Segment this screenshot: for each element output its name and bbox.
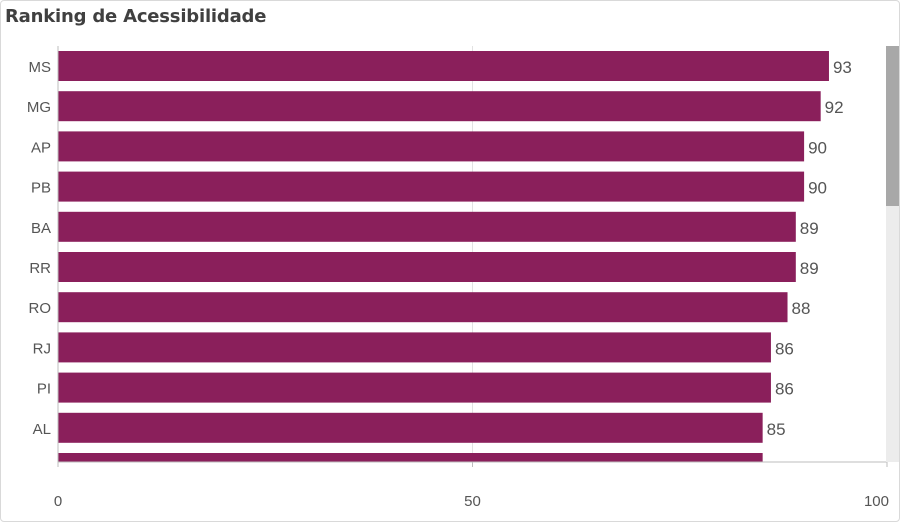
bar-mg: [58, 91, 821, 122]
data-label: 89: [800, 259, 819, 278]
scrollbar-thumb[interactable]: [886, 46, 899, 206]
data-label: 86: [775, 339, 794, 358]
category-label: PB: [31, 180, 51, 197]
bar-partial: [58, 453, 763, 462]
vertical-scrollbar[interactable]: [886, 46, 899, 462]
bar-rj: [58, 332, 771, 363]
bar-ro: [58, 292, 788, 323]
bar-al: [58, 412, 763, 443]
category-label: AP: [31, 139, 51, 156]
bar-pi: [58, 372, 771, 403]
bar-ms: [58, 51, 829, 81]
data-label: 90: [808, 179, 827, 198]
bar-rr: [58, 252, 796, 282]
category-label: MG: [27, 99, 51, 116]
category-label: RR: [29, 260, 51, 277]
x-tick-label: 50: [464, 493, 481, 510]
data-label: 92: [825, 98, 844, 117]
category-label: AL: [33, 421, 51, 438]
data-label: 89: [800, 219, 819, 238]
category-label: BA: [31, 220, 51, 237]
category-label: RO: [29, 300, 52, 317]
data-label: 86: [775, 380, 794, 399]
bar-pb: [58, 171, 805, 202]
category-label: PI: [37, 381, 51, 398]
data-label: 90: [808, 138, 827, 157]
x-tick-label: 100: [864, 493, 889, 510]
chart-title: Ranking de Acessibilidade: [5, 6, 267, 27]
data-label: 85: [767, 420, 786, 439]
category-label: MS: [29, 59, 52, 76]
bar-ap: [58, 131, 805, 162]
bar-ba: [58, 211, 796, 242]
data-label: 88: [792, 299, 811, 318]
x-tick-label: 0: [54, 493, 62, 510]
data-label: 93: [833, 58, 852, 77]
category-label: RJ: [33, 340, 51, 357]
